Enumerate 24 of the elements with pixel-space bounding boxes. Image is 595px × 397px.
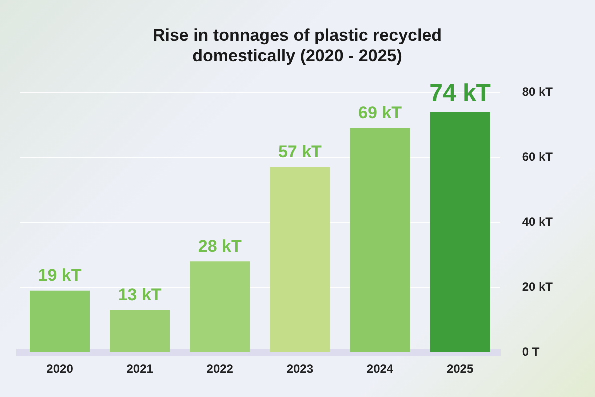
data-label: 28 kT xyxy=(198,236,242,256)
bar xyxy=(110,310,170,352)
data-label: 13 kT xyxy=(118,286,162,305)
y-tick-label: 40 kT xyxy=(522,215,554,230)
x-tick-label: 2024 xyxy=(366,362,394,376)
x-tick-label: 2025 xyxy=(446,362,474,376)
chart-title: Rise in tonnages of plastic recycled domestically (2020 - 2025) xyxy=(152,26,442,66)
data-label: 57 kT xyxy=(278,142,323,162)
data-label: 19 kT xyxy=(38,266,82,286)
bar xyxy=(190,262,250,352)
y-tick-label: 60 kT xyxy=(522,150,554,164)
x-tick-label: 2022 xyxy=(206,362,234,376)
bar xyxy=(30,290,90,352)
x-tick-label: 2021 xyxy=(126,362,154,376)
bar xyxy=(430,112,490,352)
x-tick-label: 2020 xyxy=(46,362,74,376)
y-tick-label: 20 kT xyxy=(522,280,554,294)
y-tick-label: 0 T xyxy=(522,344,540,359)
data-label: 74 kT xyxy=(430,80,492,107)
y-tick-label: 80 kT xyxy=(522,85,554,100)
x-tick-label: 2023 xyxy=(286,362,314,376)
data-label: 69 kT xyxy=(358,104,403,123)
bar xyxy=(270,167,330,352)
bar xyxy=(350,128,410,352)
